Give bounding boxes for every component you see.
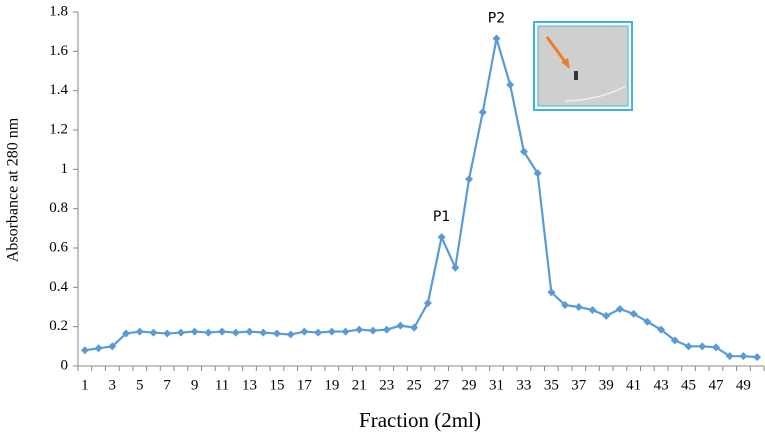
data-point (519, 147, 528, 156)
x-tick-label: 17 (297, 377, 313, 393)
y-tick-label: 1.6 (49, 43, 68, 59)
data-point (547, 288, 556, 297)
x-tick-label: 45 (681, 377, 696, 393)
y-tick-label: 1 (61, 161, 69, 177)
inset-image (533, 21, 633, 111)
x-tick-label: 19 (324, 377, 339, 393)
data-point (753, 353, 762, 362)
y-tick-label: 0.4 (49, 279, 68, 295)
x-tick-label: 1 (81, 377, 89, 393)
data-point (588, 305, 597, 314)
data-point (451, 263, 460, 272)
y-tick-label: 0.8 (49, 200, 68, 216)
data-point (80, 346, 89, 355)
y-tick-label: 1.2 (49, 121, 68, 137)
data-point (341, 327, 350, 336)
data-point (492, 34, 501, 43)
x-tick-label: 5 (136, 377, 144, 393)
y-tick-label: 0.6 (49, 239, 68, 255)
data-point (135, 327, 144, 336)
x-tick-label: 27 (434, 377, 450, 393)
x-tick-label: 29 (462, 377, 477, 393)
data-point (506, 80, 515, 89)
x-tick-label: 7 (163, 377, 171, 393)
x-tick-label: 13 (242, 377, 257, 393)
data-point (478, 108, 487, 117)
x-tick-label: 37 (571, 377, 587, 393)
data-point (739, 352, 748, 361)
x-tick-label: 25 (407, 377, 422, 393)
x-tick-label: 43 (654, 377, 669, 393)
data-point (355, 325, 364, 334)
data-point (533, 169, 542, 178)
data-point (272, 329, 281, 338)
x-tick-label: 23 (379, 377, 394, 393)
x-tick-label: 15 (269, 377, 284, 393)
y-tick-label: 1.4 (49, 82, 68, 98)
data-point (245, 327, 254, 336)
data-point (465, 175, 474, 184)
data-point (108, 342, 117, 351)
data-point (396, 321, 405, 330)
data-line (84, 38, 758, 359)
data-point (300, 327, 309, 336)
data-point (286, 330, 295, 339)
data-point (314, 328, 323, 337)
x-tick-label: 3 (109, 377, 117, 393)
data-point (94, 344, 103, 353)
x-tick-label: 11 (215, 377, 229, 393)
data-point (684, 342, 693, 351)
x-tick-label: 49 (736, 377, 751, 393)
data-point (231, 328, 240, 337)
y-tick-label: 1.8 (49, 3, 68, 19)
data-point (561, 301, 570, 310)
y-tick-label: 0.2 (49, 318, 68, 334)
x-tick-label: 41 (626, 377, 641, 393)
data-point (698, 342, 707, 351)
x-tick-label: 39 (599, 377, 614, 393)
x-tick-label: 33 (516, 377, 531, 393)
x-tick-label: 21 (352, 377, 367, 393)
annotation: P1 (433, 209, 450, 225)
data-point (670, 336, 679, 345)
data-point (190, 327, 199, 336)
data-point (259, 328, 268, 337)
data-point (204, 328, 213, 337)
x-axis-label: Fraction (2ml) (359, 408, 481, 432)
x-tick-label: 31 (489, 377, 504, 393)
data-point (149, 328, 158, 337)
data-point (574, 303, 583, 311)
data-point (711, 343, 720, 352)
data-point (218, 327, 227, 336)
data-point (163, 329, 172, 338)
y-axis-label: Absorbance at 280 nm (5, 117, 22, 262)
annotation: P2 (488, 11, 505, 27)
data-point (643, 317, 652, 326)
data-point (602, 311, 611, 320)
data-point (657, 325, 666, 334)
data-point (368, 326, 377, 335)
data-point (176, 328, 185, 337)
data-point (423, 299, 432, 308)
data-point (629, 309, 638, 318)
data-point (725, 352, 734, 361)
x-tick-label: 47 (708, 377, 724, 393)
x-tick-label: 9 (191, 377, 199, 393)
data-point (327, 327, 336, 336)
data-point (410, 323, 419, 332)
x-tick-label: 35 (544, 377, 559, 393)
data-point (437, 233, 446, 242)
y-tick-label: 0 (61, 357, 69, 373)
data-point (122, 329, 131, 338)
data-point (382, 325, 391, 334)
data-point (615, 304, 624, 313)
